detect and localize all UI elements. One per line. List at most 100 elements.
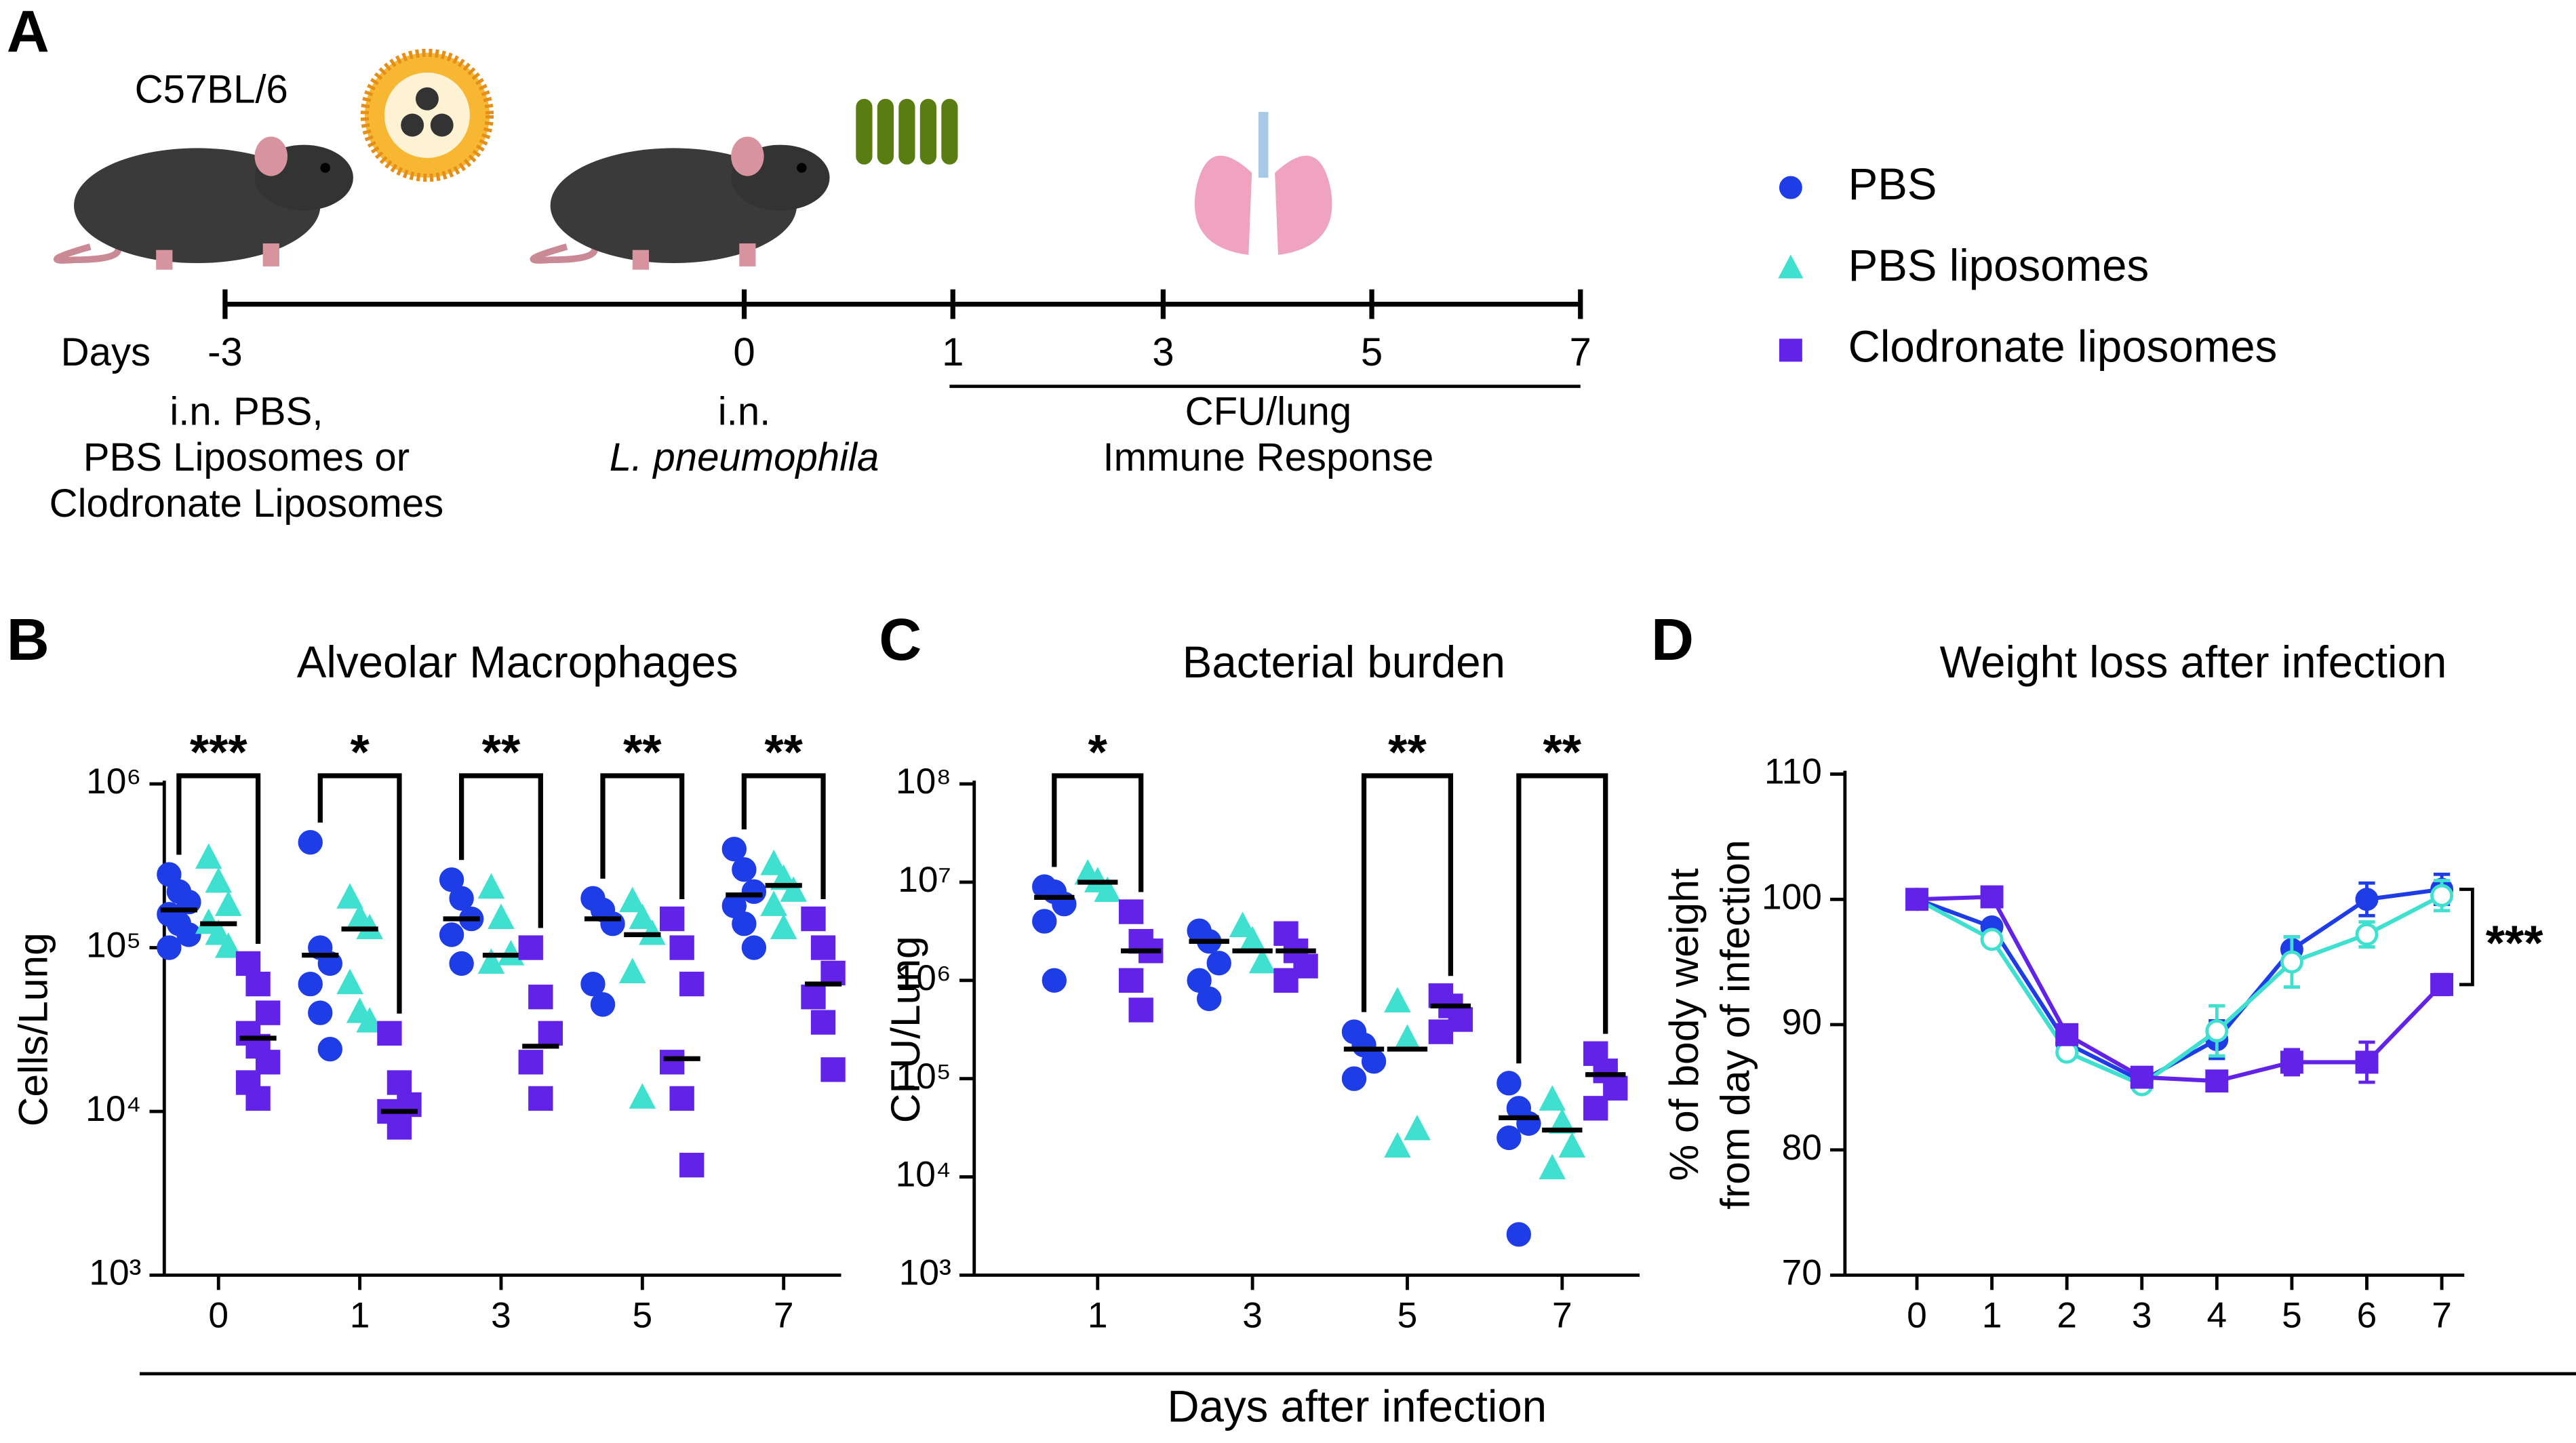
point — [1293, 953, 1318, 979]
significance-bracket — [176, 773, 261, 944]
day-label: 0 — [733, 330, 755, 374]
point — [820, 960, 846, 986]
point — [2430, 884, 2454, 907]
point — [235, 951, 261, 976]
point — [255, 1000, 281, 1025]
point — [780, 876, 807, 902]
significance-label: ** — [1543, 725, 1582, 780]
significance-label: ** — [1388, 725, 1427, 780]
significance-label: ** — [623, 725, 662, 780]
panel-label: D — [1651, 607, 1694, 673]
point — [1603, 1075, 1628, 1101]
point — [1128, 997, 1153, 1023]
point — [741, 879, 767, 905]
point — [659, 1050, 685, 1075]
point — [449, 951, 474, 976]
y-tick-label: 10⁴ — [896, 1155, 951, 1195]
point — [488, 903, 515, 930]
y-tick-label: 10³ — [89, 1253, 141, 1293]
point — [770, 913, 797, 940]
point — [1187, 968, 1212, 993]
point — [760, 850, 787, 875]
panel-label: A — [7, 0, 49, 65]
significance-bracket — [1052, 773, 1144, 892]
point — [1558, 1132, 1586, 1158]
point — [1905, 888, 1928, 911]
point — [439, 867, 464, 892]
point — [336, 968, 363, 995]
point — [820, 1057, 846, 1082]
point — [176, 922, 201, 947]
point — [518, 1050, 543, 1075]
x-tick-label: 2 — [2057, 1296, 2077, 1336]
point — [2355, 888, 2379, 911]
x-tick-label: 0 — [1907, 1296, 1927, 1336]
day-label: 7 — [1570, 330, 1591, 374]
point — [1506, 1222, 1532, 1247]
point — [801, 906, 826, 932]
y-axis-label: from day of infection — [1711, 839, 1758, 1209]
point — [580, 971, 606, 997]
x-tick-label: 1 — [1088, 1296, 1108, 1336]
point — [2355, 923, 2379, 946]
legend-label: PBS — [1848, 159, 1937, 209]
treatment-text: i.n. PBS, — [170, 389, 323, 433]
y-axis-label: Cells/Lung — [9, 932, 56, 1126]
x-tick-label: 1 — [350, 1296, 370, 1336]
point — [1042, 968, 1067, 993]
point — [619, 957, 646, 983]
point — [387, 1070, 412, 1095]
point — [1196, 986, 1222, 1012]
significance-label: ** — [764, 725, 803, 780]
point — [721, 836, 747, 862]
day-label: 5 — [1361, 330, 1383, 374]
legend-marker — [1778, 254, 1804, 279]
point — [1539, 1153, 1566, 1180]
y-tick-label: 10⁸ — [896, 762, 951, 802]
point — [215, 932, 242, 958]
legend-label: Clodronate liposomes — [1848, 322, 2278, 372]
legend-marker — [1779, 338, 1802, 362]
point — [1273, 968, 1299, 993]
point — [1118, 968, 1144, 993]
y-axis-label: % of body weight — [1661, 868, 1707, 1181]
content: A B C D C57BL/6 -3 0 1 3 5 7 Days i.n. PBS,PBS Lipos… — [7, 0, 2576, 1431]
point — [1980, 928, 2004, 951]
significance-label: ** — [482, 725, 521, 780]
point — [659, 906, 685, 932]
infection-text: i.n. — [718, 389, 771, 433]
point — [629, 1083, 656, 1109]
significance-label: * — [350, 725, 370, 780]
y-tick-label: 110 — [1764, 752, 1822, 792]
significance-bracket — [741, 773, 826, 899]
point — [356, 1007, 383, 1033]
point — [477, 873, 505, 899]
point — [1428, 1019, 1454, 1044]
point — [387, 1115, 412, 1140]
y-tick-label: 10⁵ — [86, 926, 141, 966]
y-tick-label: 10⁵ — [896, 1056, 951, 1096]
y-tick-label: 10⁷ — [898, 860, 951, 900]
liposome-icon — [360, 48, 494, 182]
point — [245, 971, 271, 997]
x-tick-label: 5 — [2282, 1296, 2302, 1336]
point — [215, 890, 242, 916]
point — [669, 1086, 694, 1111]
y-tick-label: 90 — [1782, 1002, 1822, 1042]
significance-bracket — [458, 773, 543, 928]
x-tick-label: 7 — [1552, 1296, 1572, 1336]
significance-label: * — [1088, 725, 1108, 780]
mouse-illustration — [54, 136, 353, 270]
days-label: Days — [61, 330, 151, 374]
point — [629, 903, 656, 930]
point — [760, 890, 787, 916]
point — [2280, 950, 2303, 974]
x-tick-label: 4 — [2206, 1296, 2227, 1336]
y-tick-label: 10⁴ — [85, 1089, 141, 1129]
point — [449, 886, 474, 911]
significance-bracket — [2459, 888, 2474, 987]
point — [2055, 1023, 2079, 1046]
x-tick-label: 5 — [1398, 1296, 1418, 1336]
day-label: 3 — [1152, 330, 1174, 374]
